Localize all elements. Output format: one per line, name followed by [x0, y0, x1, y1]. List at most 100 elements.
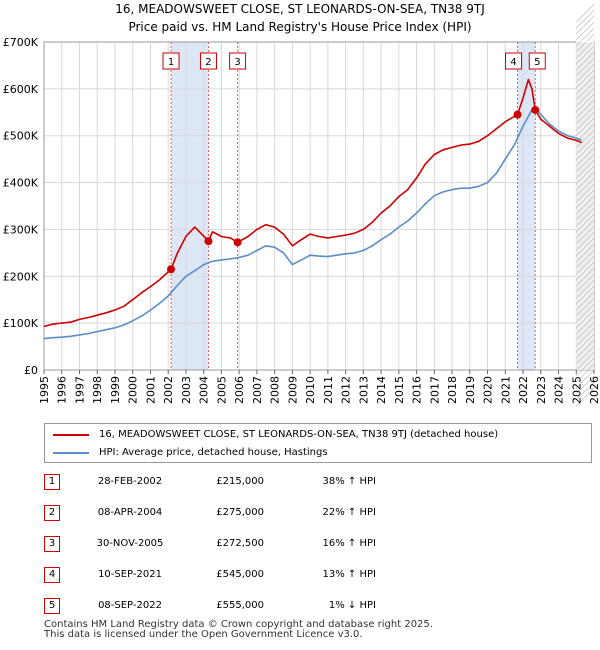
hatch-line [576, 244, 595, 263]
hatch-line [576, 250, 595, 269]
x-tick-label: 2005 [215, 376, 228, 404]
sale-marker-2 [204, 237, 213, 246]
sale-marker-5 [531, 105, 540, 114]
sale-box-label-1: 1 [168, 57, 174, 68]
sale-marker-4 [513, 110, 522, 119]
hatch-line [576, 130, 595, 149]
x-tick-label: 2017 [428, 376, 441, 404]
x-tick-label: 2025 [570, 376, 583, 404]
y-axis: £0 £100K £200K £300K £400K £500K £600K £700K [3, 36, 39, 377]
hatch-line [576, 52, 595, 71]
x-axis: 1995 1996 1997 1998 1999 2000 2001 2002 2003 2004… [38, 370, 600, 404]
transaction-hpi: 16% ↑ HPI [322, 538, 376, 549]
transaction-hpi: 13% ↑ HPI [322, 569, 376, 580]
legend-label-hpi: HPI: Average price, detached house, Hast… [99, 447, 328, 458]
footer-licence: This data is licensed under the Open Gov… [44, 629, 363, 640]
hatch-line [576, 226, 595, 245]
x-tick-label: 1996 [56, 376, 69, 404]
hatch-line [576, 142, 595, 161]
hatch-line [576, 382, 595, 401]
hatch-line [576, 274, 595, 293]
footer-attribution: Contains HM Land Registry data © Crown c… [44, 620, 433, 640]
transaction-price: £545,000 [216, 569, 264, 580]
x-tick-label: 2013 [357, 376, 370, 404]
hatch-mask-top [576, 41, 594, 42]
transaction-number: 5 [44, 598, 60, 614]
hatch-line [576, 364, 595, 383]
hatch-line [576, 154, 595, 173]
hatch-line [576, 88, 595, 107]
hatch-line [576, 214, 595, 233]
property-price-line [43, 78, 582, 328]
transaction-price: £275,000 [216, 507, 264, 518]
x-tick-label: 2007 [251, 376, 264, 404]
x-tick-label: 2020 [482, 376, 495, 404]
sale-bands [171, 42, 536, 370]
gridlines [43, 41, 595, 371]
transaction-number: 2 [44, 505, 60, 521]
hatch-line [576, 316, 595, 335]
x-tick-label: 2004 [198, 376, 211, 404]
hatch-line [576, 40, 595, 59]
hatch-line [576, 292, 595, 311]
transaction-date: 08-SEP-2022 [98, 600, 162, 611]
y-tick-label: £0 [24, 364, 38, 377]
hatch-line [576, 346, 595, 365]
hatch-line [576, 166, 595, 185]
hatch-line [576, 16, 595, 35]
transaction-hpi: 22% ↑ HPI [322, 507, 376, 518]
table-row: 5 08-SEP-2022 £555,000 1% ↓ HPI [44, 596, 464, 616]
hatch-line [576, 76, 595, 95]
y-tick-label: £100K [3, 317, 39, 330]
hatch-line [576, 256, 595, 275]
hatch-line [576, 268, 595, 287]
transaction-number: 1 [44, 474, 60, 490]
hatch-line [576, 70, 595, 89]
table-row: 2 08-APR-2004 £275,000 22% ↑ HPI [44, 503, 464, 523]
x-tick-label: 2012 [340, 376, 353, 404]
hatch-line [576, 202, 595, 221]
hatch-line [576, 340, 595, 359]
hatch-line [576, 310, 595, 329]
x-tick-label: 1999 [109, 376, 122, 404]
hatch-line [576, 298, 595, 317]
transaction-price: £272,500 [216, 538, 264, 549]
sale-box-1 [162, 52, 180, 70]
hatch-line [576, 208, 595, 227]
sale-box-3 [229, 52, 247, 70]
hatch-line [576, 190, 595, 209]
hpi-line [43, 106, 582, 340]
sale-box-5 [528, 52, 546, 70]
hatch-line [576, 94, 595, 113]
x-tick-label: 2000 [127, 376, 140, 404]
hatch-line [576, 238, 595, 257]
x-tick-label: 2021 [499, 376, 512, 404]
sale-markers [167, 105, 540, 274]
y-tick-label: £600K [3, 83, 39, 96]
hatch-line [576, 352, 595, 371]
hatch-line [576, 82, 595, 101]
transaction-hpi: 1% ↓ HPI [328, 600, 376, 611]
hatch-line [576, 46, 595, 65]
table-row: 3 30-NOV-2005 £272,500 16% ↑ HPI [44, 534, 464, 554]
x-tick-label: 2024 [553, 376, 566, 404]
transaction-price: £215,000 [216, 476, 264, 487]
sale-box-label-3: 3 [234, 57, 240, 68]
hatch-line [576, 118, 595, 137]
x-tick-label: 2023 [535, 376, 548, 404]
hatch-line [576, 58, 595, 77]
hatch-line [576, 64, 595, 83]
hatch-line [576, 286, 595, 305]
x-tick-label: 2016 [411, 376, 424, 404]
sale-band [517, 42, 536, 370]
x-tick-label: 2014 [375, 376, 388, 404]
y-tick-label: £700K [3, 36, 39, 49]
hatch-line [576, 106, 595, 125]
x-tick-label: 2008 [269, 376, 282, 404]
price-chart: 16, MEADOWSWEET CLOSE, ST LEONARDS-ON-SE… [3, 2, 600, 407]
sale-band [171, 42, 209, 370]
hatch-line [576, 262, 595, 281]
y-tick-label: £300K [3, 223, 39, 236]
chart-title-line1: 16, MEADOWSWEET CLOSE, ST LEONARDS-ON-SE… [115, 2, 485, 16]
transaction-date: 28-FEB-2002 [97, 476, 163, 487]
